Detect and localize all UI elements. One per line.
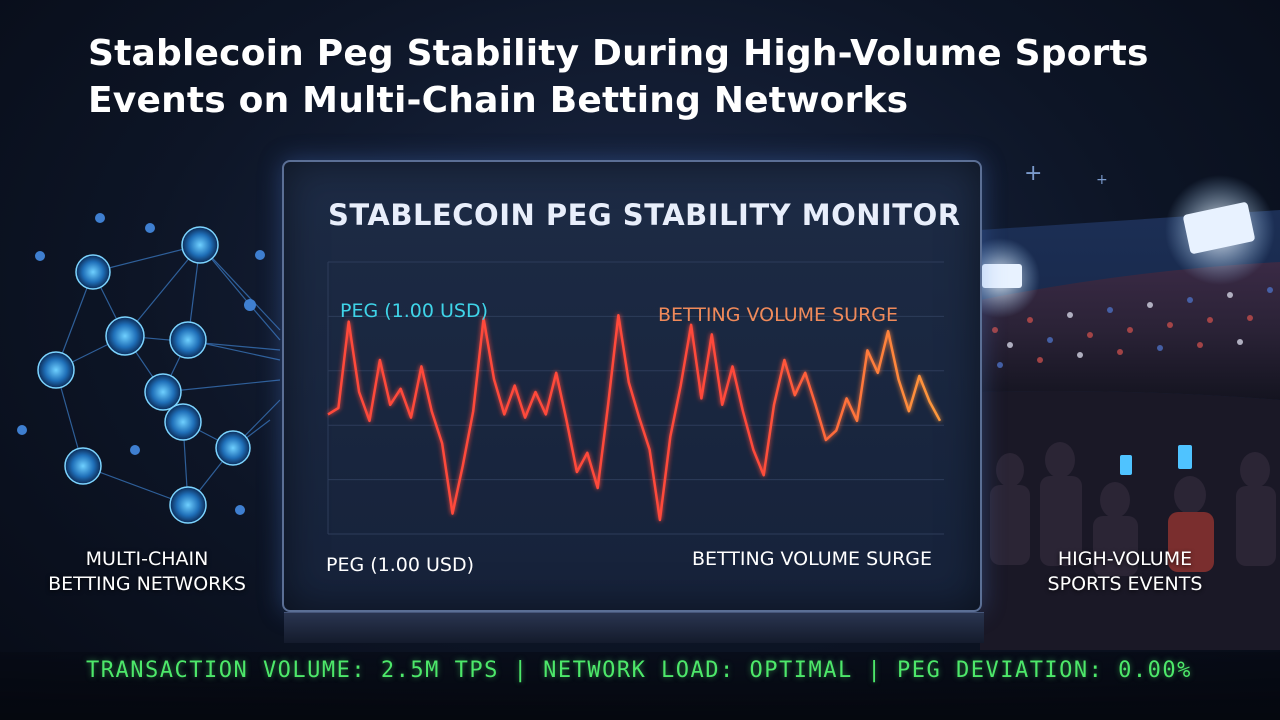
stadium-scene: + + xyxy=(960,161,1280,650)
side-label-networks-text: MULTI-CHAIN BETTING NETWORKS xyxy=(48,548,246,595)
phone-icon xyxy=(1120,455,1132,475)
volatility-series-line xyxy=(327,313,942,522)
svg-text:+: + xyxy=(1096,172,1108,188)
surge-label-top: BETTING VOLUME SURGE xyxy=(658,304,898,326)
network-nodes xyxy=(17,213,265,524)
peg-stability-monitor: STABLECOIN PEG STABILITY MONITOR PEG (1.… xyxy=(282,160,982,612)
side-label-networks: MULTI-CHAIN BETTING NETWORKS xyxy=(22,547,272,597)
side-label-sports: HIGH-VOLUME SPORTS EVENTS xyxy=(1010,547,1240,597)
status-bar xyxy=(0,652,1280,720)
peg-chart xyxy=(327,261,944,535)
surge-label-bottom: BETTING VOLUME SURGE xyxy=(692,548,932,570)
chart-grid xyxy=(327,261,944,535)
crowd-silhouettes xyxy=(990,442,1276,576)
svg-text:+: + xyxy=(1024,161,1042,186)
monitor-stand xyxy=(284,612,984,643)
side-label-sports-text: HIGH-VOLUME SPORTS EVENTS xyxy=(1047,548,1203,595)
status-text: TRANSACTION VOLUME: 2.5M TPS | NETWORK L… xyxy=(86,658,1192,683)
peg-label-bottom: PEG (1.00 USD) xyxy=(326,554,474,576)
crowd-dots xyxy=(992,287,1273,368)
phone-icon xyxy=(1178,445,1192,469)
peg-label-top: PEG (1.00 USD) xyxy=(340,300,488,322)
page-title: Stablecoin Peg Stability During High-Vol… xyxy=(88,33,1149,121)
